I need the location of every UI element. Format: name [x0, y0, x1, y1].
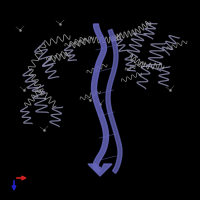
- Polygon shape: [92, 24, 108, 172]
- Polygon shape: [106, 29, 122, 173]
- Polygon shape: [88, 164, 112, 176]
